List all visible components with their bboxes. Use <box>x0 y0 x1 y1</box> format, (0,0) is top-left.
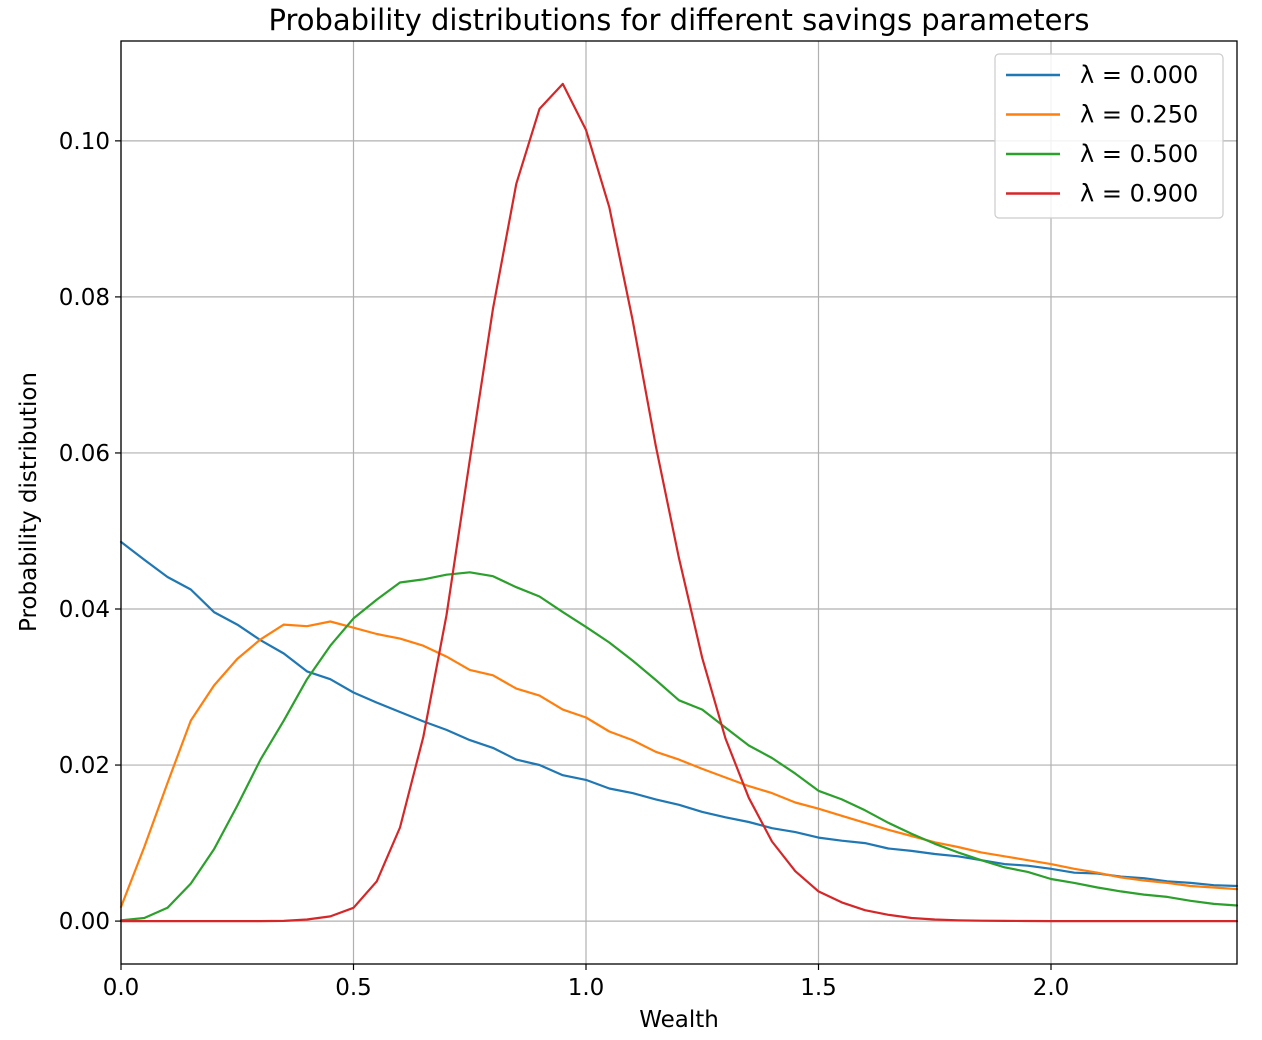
x-tick-label: 0.0 <box>103 975 140 1001</box>
y-tick-label: 0.08 <box>59 285 110 311</box>
y-tick-label: 0.06 <box>59 441 110 467</box>
y-tick-label: 0.10 <box>59 129 110 155</box>
x-tick-label: 1.0 <box>568 975 605 1001</box>
x-tick-label: 2.0 <box>1033 975 1070 1001</box>
legend-frame <box>994 53 1224 219</box>
legend-label-1: λ = 0.250 <box>1080 101 1198 129</box>
series-line-2 <box>119 571 1239 922</box>
legend-label-2: λ = 0.500 <box>1080 140 1198 168</box>
plot-frame <box>120 40 1238 965</box>
y-tick-label: 0.04 <box>59 597 110 623</box>
y-tick-label: 0.02 <box>59 753 110 779</box>
legend-label-3: λ = 0.900 <box>1080 180 1198 208</box>
x-axis-label: Wealth <box>639 1007 719 1033</box>
series-line-0 <box>119 540 1239 888</box>
series-line-3 <box>119 82 1239 923</box>
y-axis-label: Probability distribution <box>16 372 42 632</box>
chart-title: Probability distributions for different … <box>268 3 1089 37</box>
series-line-1 <box>119 620 1239 909</box>
series-lines <box>119 82 1239 923</box>
x-tick-label: 1.5 <box>800 975 837 1001</box>
legend-label-0: λ = 0.000 <box>1080 61 1198 89</box>
y-tick-label: 0.00 <box>59 909 110 935</box>
axis-ticks: 0.0 0.5 1.0 1.5 2.0 0.00 0.02 0.04 0.06 0.08 0.10 <box>59 129 1070 1001</box>
legend: λ = 0.000 λ = 0.250 λ = 0.500 λ = 0.900 <box>994 53 1224 219</box>
x-tick-label: 0.5 <box>335 975 372 1001</box>
